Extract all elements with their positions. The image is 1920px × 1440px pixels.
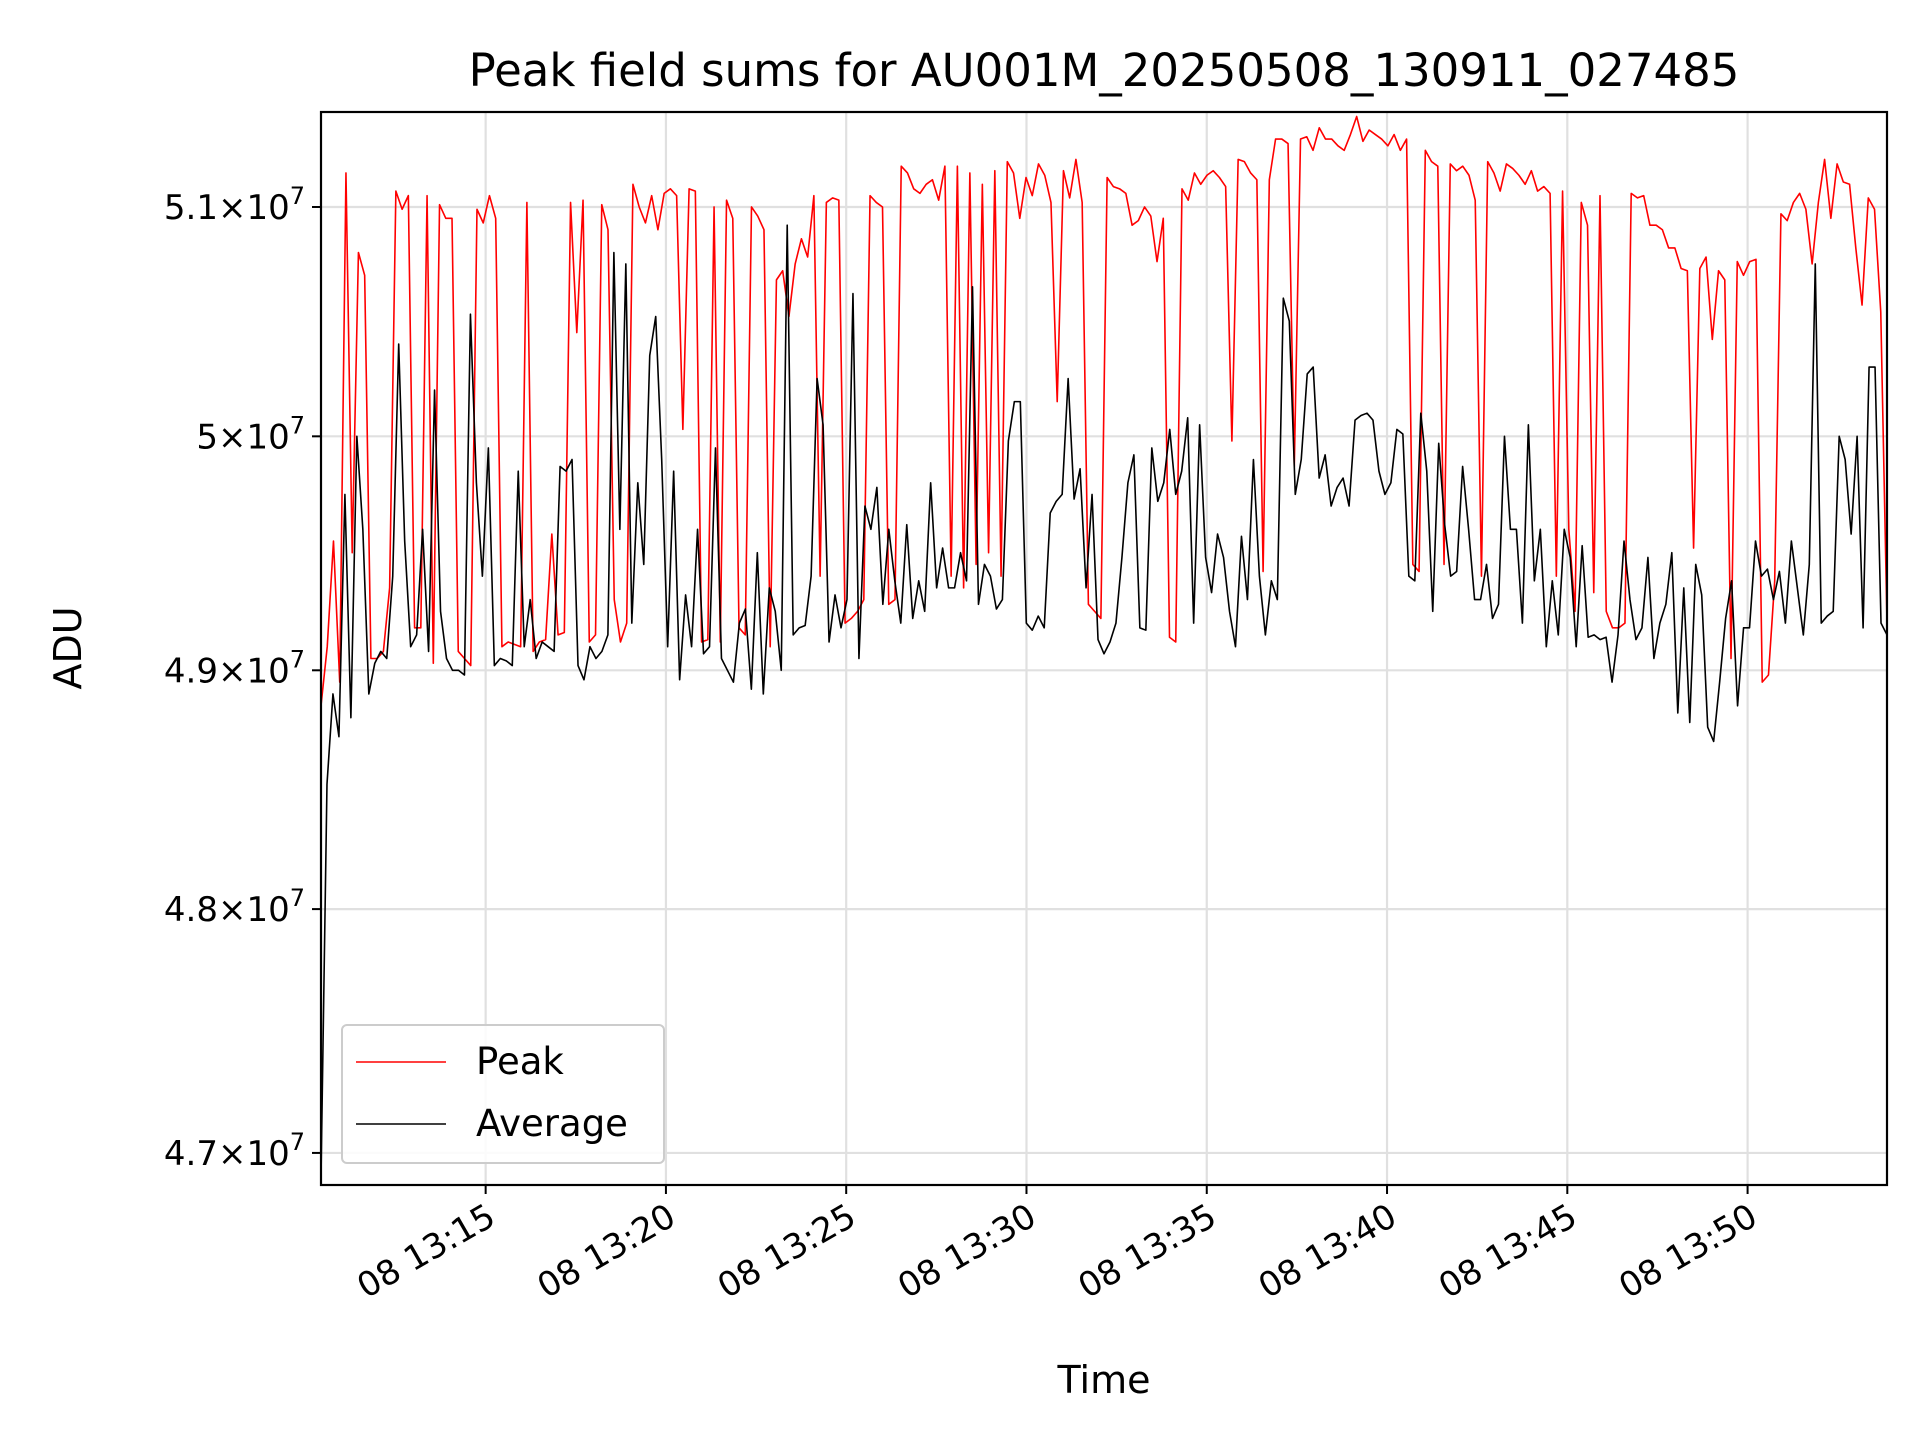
x-axis-label: Time	[1057, 1358, 1151, 1402]
y-axis-label: ADU	[46, 606, 90, 689]
chart-title: Peak field sums for AU001M_20250508_1309…	[469, 44, 1740, 97]
series-line-peak	[320, 115, 1888, 706]
y-tick-label: 5×107	[196, 411, 305, 457]
y-tick-label: 4.8×107	[164, 884, 305, 930]
legend-label-average: Average	[476, 1102, 628, 1145]
y-tick-label: 4.7×107	[164, 1128, 305, 1174]
legend-label-peak: Peak	[476, 1040, 564, 1083]
legend: Peak Average	[341, 1024, 665, 1164]
y-tick-layer: 4.7×107 4.8×107 4.9×107 5×107 5.1×107	[164, 182, 321, 1174]
series-layer	[320, 115, 1888, 1178]
legend-box	[341, 1024, 665, 1164]
plot-frame	[319, 110, 1889, 1187]
y-tick-label: 5.1×107	[164, 182, 305, 228]
series-line-average	[320, 224, 1888, 1178]
y-tick-label: 4.9×107	[164, 645, 305, 691]
